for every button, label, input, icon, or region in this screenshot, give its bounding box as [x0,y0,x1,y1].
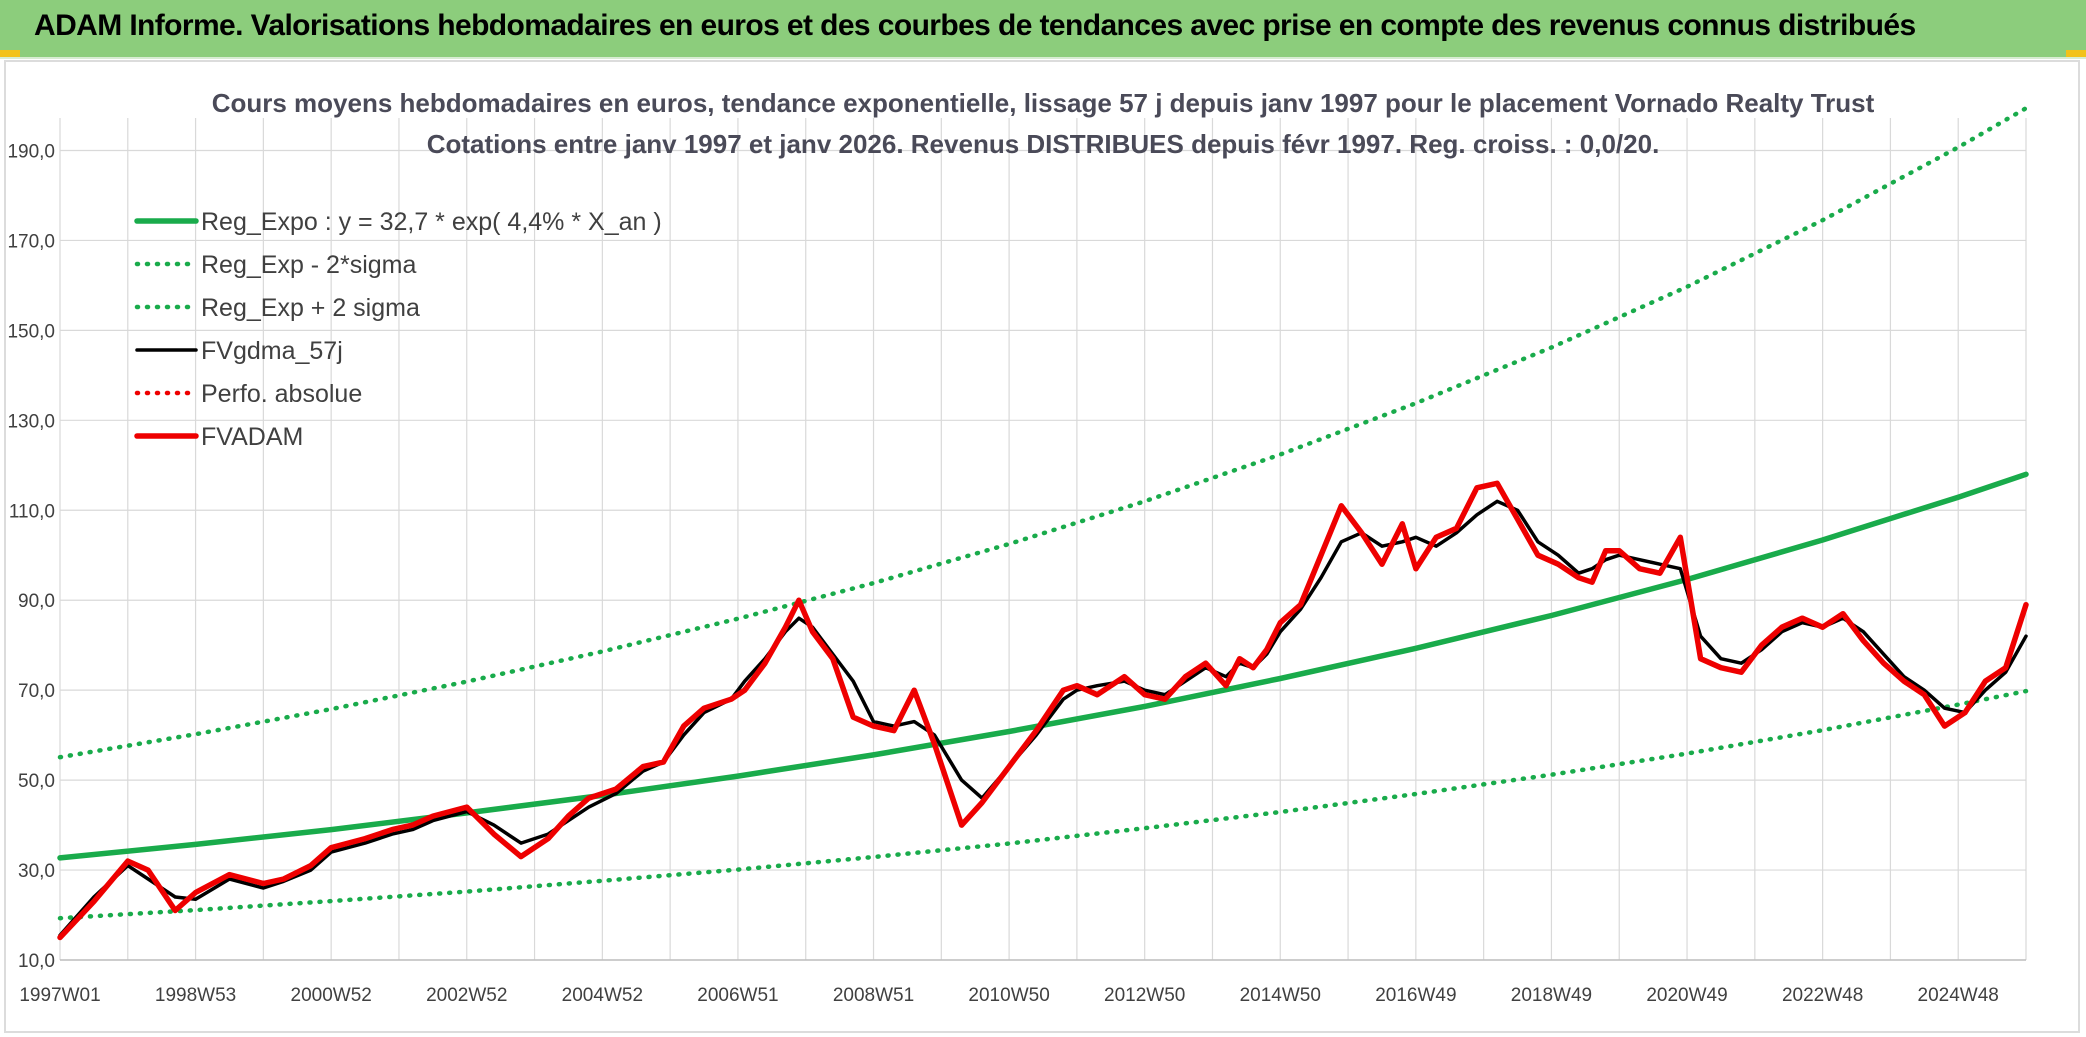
y-tick-label: 30,0 [18,861,55,882]
x-tick-label: 2020W49 [1646,985,1727,1006]
y-tick-label: 90,0 [18,591,55,612]
report-title: ADAM Informe. Valorisations hebdomadaire… [34,9,1916,42]
x-tick-label: 2010W50 [968,985,1049,1006]
x-tick-label: 2002W52 [426,985,507,1006]
legend-label: FVADAM [201,423,303,451]
x-tick-label: 2022W48 [1782,985,1863,1006]
tick-labels: 10,0 30,0 50,0 70,0 90,0 110,0 130,0 150,0 170,0… [7,141,1998,1006]
x-tick-label: 2006W51 [697,985,778,1006]
x-tick-label: 1997W01 [19,985,100,1006]
gridlines [59,118,2027,961]
x-tick-label: 2008W51 [833,985,914,1006]
x-tick-label: 1998W53 [155,985,236,1006]
corner-marker-right [2066,50,2086,57]
series-line-fvadam [57,480,2029,941]
header-banner: ADAM Informe. Valorisations hebdomadaire… [0,0,2086,59]
corner-marker-left [0,50,20,57]
y-tick-label: 110,0 [9,501,55,522]
series-lines [57,105,2029,941]
chart-title: Cours moyens hebdomadaires en euros, ten… [212,88,1875,159]
y-tick-label: 130,0 [7,411,55,432]
chart-title-line-1: Cours moyens hebdomadaires en euros, ten… [212,88,1875,118]
series-line-reg-exp-2-sigma [57,688,2029,921]
chart-frame [4,60,2080,1033]
x-tick-label: 2024W48 [1918,985,1999,1006]
y-tick-label: 170,0 [7,231,55,252]
x-tick-label: 2014W50 [1240,985,1321,1006]
x-tick-label: 2016W49 [1375,985,1456,1006]
y-tick-label: 190,0 [7,141,55,162]
chart-title-line-2: Cotations entre janv 1997 et janv 2026. … [427,129,1660,159]
legend-label: Reg_Exp - 2*sigma [201,251,416,279]
legend-label: Reg_Exp + 2 sigma [201,294,420,322]
chart-origin [1,5,2,6]
x-tick-label: 2000W52 [291,985,372,1006]
y-tick-label: 50,0 [18,771,55,792]
legend-label: Perfo. absolue [201,380,362,408]
x-tick-label: 2004W52 [562,985,643,1006]
y-tick-label: 150,0 [7,321,55,342]
legend-label: FVgdma_57j [201,337,343,365]
y-tick-label: 70,0 [18,681,55,702]
chart-legend: Reg_Expo : y = 32,7 * exp( 4,4% * X_an )… [134,208,662,451]
x-tick-label: 2012W50 [1104,985,1185,1006]
legend-label: Reg_Expo : y = 32,7 * exp( 4,4% * X_an ) [201,208,662,236]
y-tick-label: 10,0 [18,951,55,972]
x-tick-label: 2018W49 [1511,985,1592,1006]
series-line-reg-expo-y-32-7-exp-4-4-x-an [57,471,2029,861]
